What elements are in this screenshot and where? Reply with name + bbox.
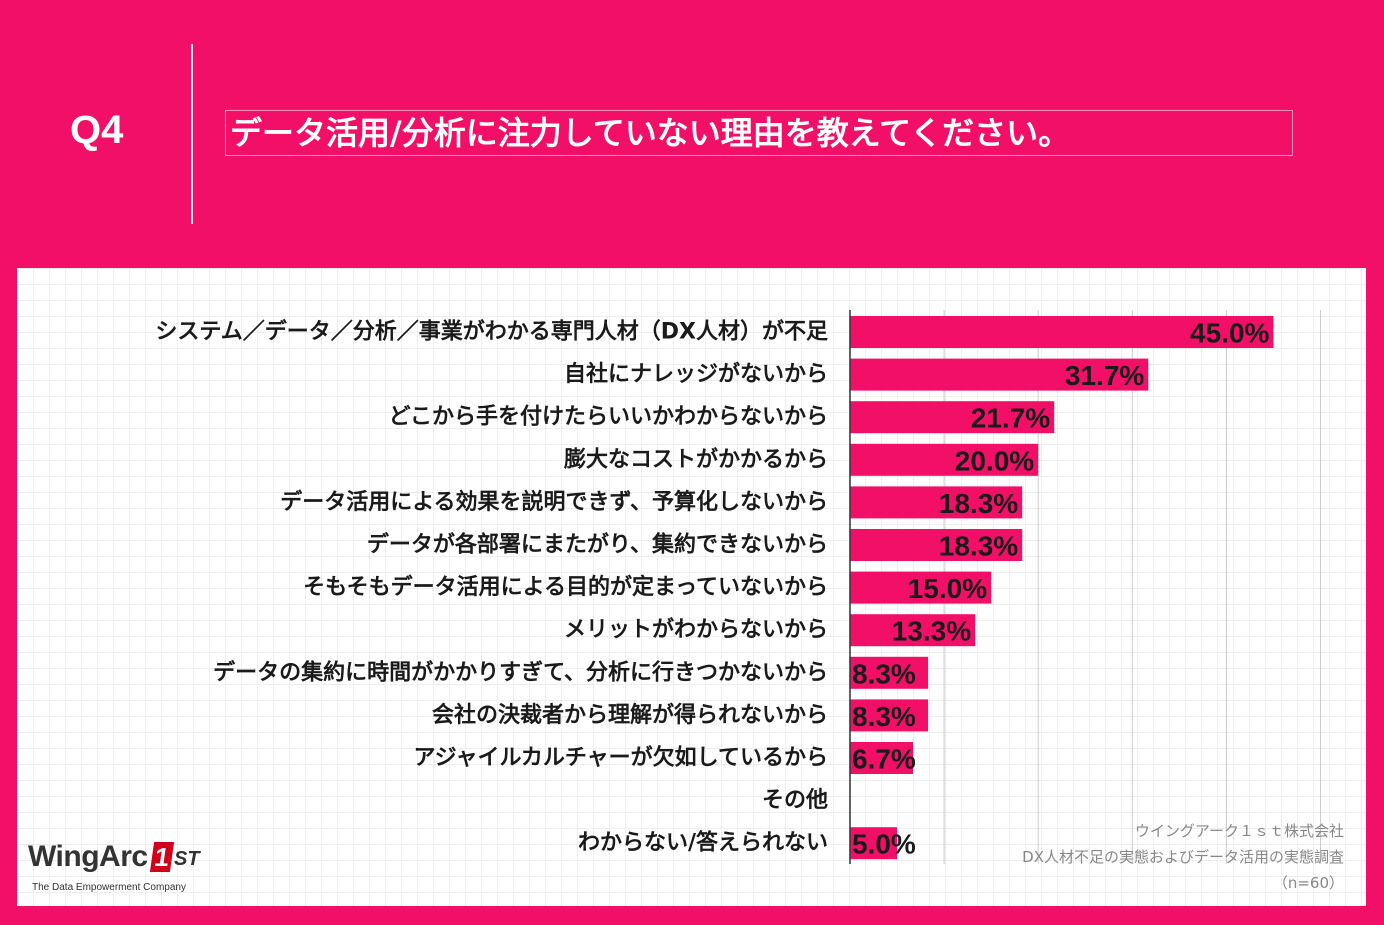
category-label: アジャイルカルチャーが欠如しているから: [414, 745, 828, 771]
value-label: 18.3%: [939, 531, 1018, 562]
bar: [850, 742, 914, 774]
value-label: 13.3%: [892, 616, 971, 647]
value-label: 45.0%: [1190, 318, 1269, 349]
category-label: 自社にナレッジがないから: [564, 361, 828, 387]
source-survey: DX人材不足の実態およびデータ活用の実態調査: [1022, 848, 1344, 866]
value-label: 20.0%: [955, 445, 1034, 476]
logo-text: WingArc: [28, 840, 148, 873]
chart-panel: システム／データ／分析／事業がわかる専門人材（DX人材）が不足 45.0% 自社にナ…: [17, 268, 1366, 906]
value-label: 18.3%: [939, 488, 1018, 519]
source-n: （n=60）: [1272, 874, 1344, 892]
category-label: データの集約に時間がかかりすぎて、分析に行きつかないから: [213, 659, 828, 685]
value-label: 6.7%: [852, 744, 916, 775]
category-label: そもそもデータ活用による目的が定まっていないから: [303, 574, 828, 600]
bar: [850, 699, 929, 732]
logo-tagline: The Data Empowerment Company: [32, 882, 186, 893]
category-label: どこから手を付けたらいいかわからないから: [389, 405, 828, 430]
bar: [850, 571, 992, 604]
value-label: 21.7%: [971, 403, 1050, 434]
bar: [850, 656, 929, 689]
logo-badge: 1: [149, 842, 175, 872]
bar: [850, 316, 1274, 348]
value-label: 8.3%: [852, 701, 916, 732]
category-label: わからない/答えられない: [578, 830, 828, 856]
value-label: 8.3%: [852, 658, 916, 689]
value-label: 15.0%: [908, 573, 987, 604]
bar: [850, 401, 1055, 434]
header-divider: [191, 44, 193, 224]
logo: WingArc 1 ST The Data Empowerment Compan…: [28, 840, 208, 900]
bar: [850, 358, 1149, 391]
bar: [850, 486, 1023, 519]
source-company: ウイングアーク１ｓｔ株式会社: [1134, 822, 1344, 840]
value-label: 5.0%: [852, 829, 916, 860]
bar-chart: システム／データ／分析／事業がわかる専門人材（DX人材）が不足 45.0% 自社にナ…: [155, 310, 1321, 864]
question-title: データ活用/分析に注力していない理由を教えてください。: [225, 110, 1293, 156]
category-label: データ活用による効果を説明できず、予算化しないから: [280, 489, 828, 515]
bar: [850, 827, 898, 860]
category-label: 会社の決裁者から理解が得られないから: [432, 702, 828, 728]
bar: [850, 614, 976, 647]
logo-suffix: ST: [174, 848, 200, 870]
category-label: その他: [762, 788, 828, 813]
category-label: データが各部署にまたがり、集約できないから: [367, 532, 828, 558]
value-label: 31.7%: [1065, 360, 1144, 391]
source-note: ウイングアーク１ｓｔ株式会社 DX人材不足の実態およびデータ活用の実態調査 （n…: [1022, 818, 1344, 896]
question-label: Q4: [70, 108, 124, 152]
category-label: 膨大なコストがかかるから: [563, 446, 828, 472]
category-label: メリットがわからないから: [564, 617, 828, 643]
bar: [850, 529, 1023, 561]
bar: [850, 443, 1039, 476]
category-label: システム／データ／分析／事業がわかる専門人材（DX人材）が不足: [155, 319, 828, 345]
